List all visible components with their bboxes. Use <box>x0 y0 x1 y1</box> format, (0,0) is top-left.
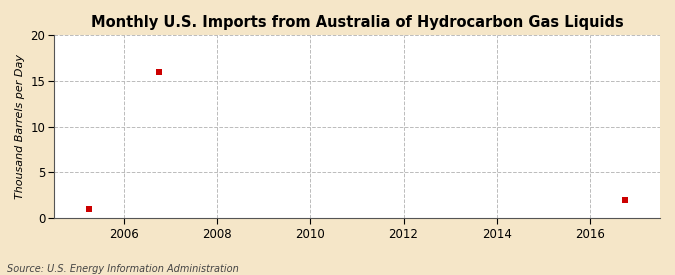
Text: Source: U.S. Energy Information Administration: Source: U.S. Energy Information Administ… <box>7 264 238 274</box>
Y-axis label: Thousand Barrels per Day: Thousand Barrels per Day <box>15 54 25 199</box>
Point <box>83 207 94 211</box>
Point <box>620 197 630 202</box>
Point <box>153 70 164 74</box>
Title: Monthly U.S. Imports from Australia of Hydrocarbon Gas Liquids: Monthly U.S. Imports from Australia of H… <box>90 15 623 30</box>
